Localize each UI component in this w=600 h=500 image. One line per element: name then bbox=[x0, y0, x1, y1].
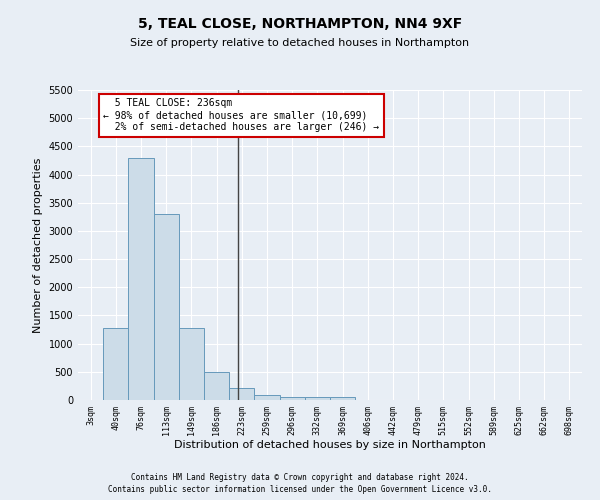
Bar bbox=[330, 397, 355, 400]
Text: Size of property relative to detached houses in Northampton: Size of property relative to detached ho… bbox=[130, 38, 470, 48]
Bar bbox=[229, 388, 254, 400]
Bar bbox=[128, 158, 154, 400]
Text: 5, TEAL CLOSE, NORTHAMPTON, NN4 9XF: 5, TEAL CLOSE, NORTHAMPTON, NN4 9XF bbox=[138, 18, 462, 32]
Bar bbox=[179, 328, 204, 400]
Bar bbox=[103, 328, 128, 400]
Bar bbox=[280, 396, 305, 400]
Bar bbox=[154, 214, 179, 400]
Y-axis label: Number of detached properties: Number of detached properties bbox=[33, 158, 43, 332]
Bar bbox=[204, 372, 229, 400]
Bar bbox=[305, 397, 330, 400]
Text: Contains HM Land Registry data © Crown copyright and database right 2024.: Contains HM Land Registry data © Crown c… bbox=[131, 472, 469, 482]
Bar bbox=[254, 395, 280, 400]
Text: 5 TEAL CLOSE: 236sqm  
← 98% of detached houses are smaller (10,699)
  2% of sem: 5 TEAL CLOSE: 236sqm ← 98% of detached h… bbox=[103, 98, 380, 132]
Text: Contains public sector information licensed under the Open Government Licence v3: Contains public sector information licen… bbox=[108, 485, 492, 494]
X-axis label: Distribution of detached houses by size in Northampton: Distribution of detached houses by size … bbox=[174, 440, 486, 450]
